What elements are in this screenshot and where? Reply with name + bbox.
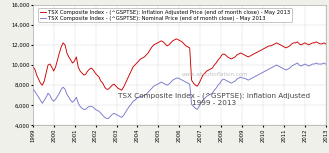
TSX Composite Index - (^GSPTSE): Nominal Price (end of month close) - May 2013: (5.87, 8e+03): Nominal Price (end of month close) - May… bbox=[154, 84, 158, 86]
TSX Composite Index - (^GSPTSE): Inflation Adjusted Price (end of month close) - May 2013: (5.87, 1.21e+04): Inflation Adjusted Price (end of month c… bbox=[154, 43, 158, 45]
TSX Composite Index - (^GSPTSE): Inflation Adjusted Price (end of month close) - May 2013: (5.33, 1.08e+04): Inflation Adjusted Price (end of month c… bbox=[142, 56, 146, 58]
TSX Composite Index - (^GSPTSE): Nominal Price (end of month close) - May 2013: (3.52, 4.7e+03): Nominal Price (end of month close) - May… bbox=[105, 118, 109, 119]
Text: TSX Composite Index - (^GSPTSE): Inflation Adjusted
1999 - 2013: TSX Composite Index - (^GSPTSE): Inflati… bbox=[118, 92, 311, 106]
TSX Composite Index - (^GSPTSE): Inflation Adjusted Price (end of month close) - May 2013: (8.49, 9.6e+03): Inflation Adjusted Price (end of month c… bbox=[209, 68, 213, 70]
TSX Composite Index - (^GSPTSE): Inflation Adjusted Price (end of month close) - May 2013: (4.25, 7.5e+03): Inflation Adjusted Price (end of month c… bbox=[120, 89, 124, 91]
TSX Composite Index - (^GSPTSE): Inflation Adjusted Price (end of month close) - May 2013: (11.5, 1.2e+04): Inflation Adjusted Price (end of month c… bbox=[271, 44, 275, 46]
Legend: TSX Composite Index - (^GSPTSE): Inflation Adjusted Price (end of month close) -: TSX Composite Index - (^GSPTSE): Inflati… bbox=[38, 8, 292, 22]
TSX Composite Index - (^GSPTSE): Nominal Price (end of month close) - May 2013: (3.61, 4.7e+03): Nominal Price (end of month close) - May… bbox=[107, 118, 111, 119]
TSX Composite Index - (^GSPTSE): Inflation Adjusted Price (end of month close) - May 2013: (3.52, 7.6e+03): Inflation Adjusted Price (end of month c… bbox=[105, 88, 109, 90]
Line: TSX Composite Index - (^GSPTSE): Nominal Price (end of month close) - May 2013: TSX Composite Index - (^GSPTSE): Nominal… bbox=[33, 63, 326, 118]
TSX Composite Index - (^GSPTSE): Inflation Adjusted Price (end of month close) - May 2013: (14, 1.21e+04): Inflation Adjusted Price (end of month c… bbox=[324, 43, 328, 45]
TSX Composite Index - (^GSPTSE): Inflation Adjusted Price (end of month close) - May 2013: (6.86, 1.26e+04): Inflation Adjusted Price (end of month c… bbox=[174, 38, 178, 40]
TSX Composite Index - (^GSPTSE): Nominal Price (end of month close) - May 2013: (8.4, 7e+03): Nominal Price (end of month close) - May… bbox=[207, 94, 211, 96]
TSX Composite Index - (^GSPTSE): Nominal Price (end of month close) - May 2013: (9.75, 8.6e+03): Nominal Price (end of month close) - May… bbox=[235, 78, 239, 80]
TSX Composite Index - (^GSPTSE): Nominal Price (end of month close) - May 2013: (12.6, 1.02e+04): Nominal Price (end of month close) - May… bbox=[295, 62, 299, 64]
TSX Composite Index - (^GSPTSE): Nominal Price (end of month close) - May 2013: (0, 7.6e+03): Nominal Price (end of month close) - May… bbox=[31, 88, 35, 90]
TSX Composite Index - (^GSPTSE): Nominal Price (end of month close) - May 2013: (11.4, 9.7e+03): Nominal Price (end of month close) - May… bbox=[269, 67, 273, 69]
TSX Composite Index - (^GSPTSE): Inflation Adjusted Price (end of month close) - May 2013: (9.85, 1.11e+04): Inflation Adjusted Price (end of month c… bbox=[237, 53, 241, 55]
TSX Composite Index - (^GSPTSE): Nominal Price (end of month close) - May 2013: (5.33, 7e+03): Nominal Price (end of month close) - May… bbox=[142, 94, 146, 96]
TSX Composite Index - (^GSPTSE): Inflation Adjusted Price (end of month close) - May 2013: (0, 9.8e+03): Inflation Adjusted Price (end of month c… bbox=[31, 66, 35, 68]
Text: www.aboutinflation.com: www.aboutinflation.com bbox=[181, 72, 248, 77]
TSX Composite Index - (^GSPTSE): Nominal Price (end of month close) - May 2013: (14, 1.01e+04): Nominal Price (end of month close) - May… bbox=[324, 63, 328, 65]
Line: TSX Composite Index - (^GSPTSE): Inflation Adjusted Price (end of month close) - May 2013: TSX Composite Index - (^GSPTSE): Inflati… bbox=[33, 39, 326, 90]
